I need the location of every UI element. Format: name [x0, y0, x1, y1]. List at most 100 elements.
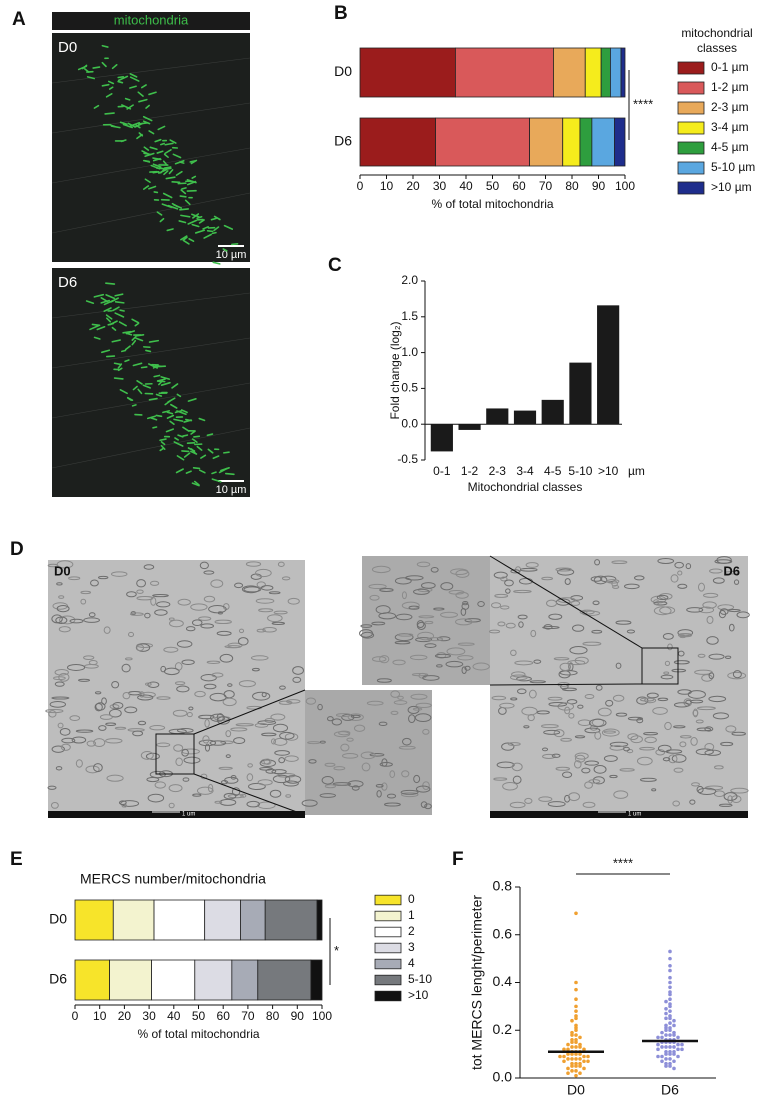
organelle: [611, 580, 618, 587]
mitochondrion: [132, 362, 143, 367]
mitochondrion: [156, 378, 166, 382]
organelle: [517, 614, 528, 620]
organelle: [410, 693, 428, 700]
bar-segment: [584, 47, 602, 98]
mitochondrion: [190, 430, 196, 435]
mitochondrion: [154, 364, 162, 368]
organelle: [217, 611, 223, 615]
organelle: [664, 721, 672, 731]
organelle: [188, 706, 194, 711]
organelle: [397, 695, 404, 700]
data-point: [558, 1054, 562, 1059]
scale-bar-label: 1 um: [182, 812, 195, 818]
organelle: [347, 713, 364, 721]
mitochondrion: [119, 121, 128, 126]
legend-label: >10: [408, 988, 429, 1002]
organelle: [238, 628, 245, 634]
mitochondrion: [126, 104, 134, 110]
organelle: [136, 579, 146, 588]
mitochondrion: [143, 146, 150, 151]
organelle: [191, 619, 203, 626]
mitochondrion: [171, 202, 178, 207]
organelle: [317, 703, 323, 711]
organelle: [176, 685, 190, 693]
organelle: [305, 697, 317, 705]
organelle: [679, 741, 687, 748]
organelle: [636, 756, 653, 766]
organelle: [397, 633, 414, 637]
organelle: [190, 603, 208, 611]
mitochondrion: [159, 438, 167, 442]
mitochondrion: [156, 150, 164, 154]
organelle: [271, 769, 287, 775]
legend-swatch: [677, 141, 705, 155]
mitochondrion: [141, 84, 147, 89]
mitochondrion: [104, 112, 115, 115]
mitochondrion: [182, 434, 189, 437]
data-point: [668, 1033, 672, 1037]
grid-perspective: [51, 427, 251, 469]
mitochondrion: [124, 359, 130, 363]
data-point: [680, 1047, 684, 1052]
mitochondrion: [148, 397, 158, 401]
organelle: [231, 787, 241, 796]
mitochondrion: [166, 414, 175, 419]
mitochondrion: [187, 447, 196, 452]
organelle: [147, 793, 165, 803]
bar-segment: [359, 117, 436, 167]
mitochondrion: [107, 80, 115, 85]
organelle: [136, 644, 145, 652]
bar-segment: [316, 899, 323, 941]
mitochondrion: [137, 91, 144, 97]
organelle: [51, 696, 70, 700]
organelle: [464, 618, 481, 623]
organelle: [368, 583, 387, 590]
grid-perspective: [51, 292, 251, 319]
organelle: [259, 759, 277, 767]
organelle: [516, 676, 532, 682]
y-tick-label: 0.0: [493, 1069, 513, 1085]
mitochondrion: [184, 199, 191, 206]
organelle: [697, 787, 717, 795]
mitochondrion: [152, 157, 161, 162]
mitochondrion: [163, 166, 172, 169]
mitochondrion: [86, 76, 96, 80]
organelle: [58, 626, 71, 633]
y-axis-label: tot MERCS lenght/perimeter: [469, 895, 485, 1070]
mitochondrion: [176, 393, 182, 398]
mitochondrion: [183, 452, 191, 458]
organelle: [677, 583, 688, 589]
x-tick-label: 60: [217, 1009, 231, 1023]
organelle: [156, 742, 171, 748]
mitochondrion: [210, 217, 218, 221]
data-point: [562, 1054, 566, 1059]
data-point: [664, 1064, 668, 1068]
mitochondrion: [164, 400, 171, 406]
y-tick-label: 0.4: [493, 973, 513, 989]
organelle: [496, 761, 515, 769]
data-point: [586, 1059, 590, 1064]
organelle: [491, 695, 507, 701]
mitochondrion: [190, 159, 198, 165]
organelle: [594, 559, 601, 566]
organelle: [401, 737, 412, 746]
mitochondrion: [167, 204, 179, 210]
mitochondrion: [169, 420, 175, 425]
organelle: [603, 730, 617, 734]
organelle: [588, 779, 601, 784]
data-point: [664, 1006, 668, 1011]
data-point: [672, 1023, 676, 1028]
organelle: [511, 762, 523, 772]
data-point: [578, 1052, 582, 1056]
organelle: [551, 753, 561, 758]
mitochondrion: [180, 214, 191, 218]
organelle: [360, 624, 373, 628]
organelle: [627, 716, 643, 721]
organelle: [455, 591, 469, 599]
organelle: [718, 803, 733, 807]
organelle: [488, 629, 501, 634]
organelle: [445, 660, 464, 668]
organelle: [71, 736, 87, 744]
mitochondrion: [85, 300, 95, 305]
mitochondrion: [158, 380, 164, 386]
